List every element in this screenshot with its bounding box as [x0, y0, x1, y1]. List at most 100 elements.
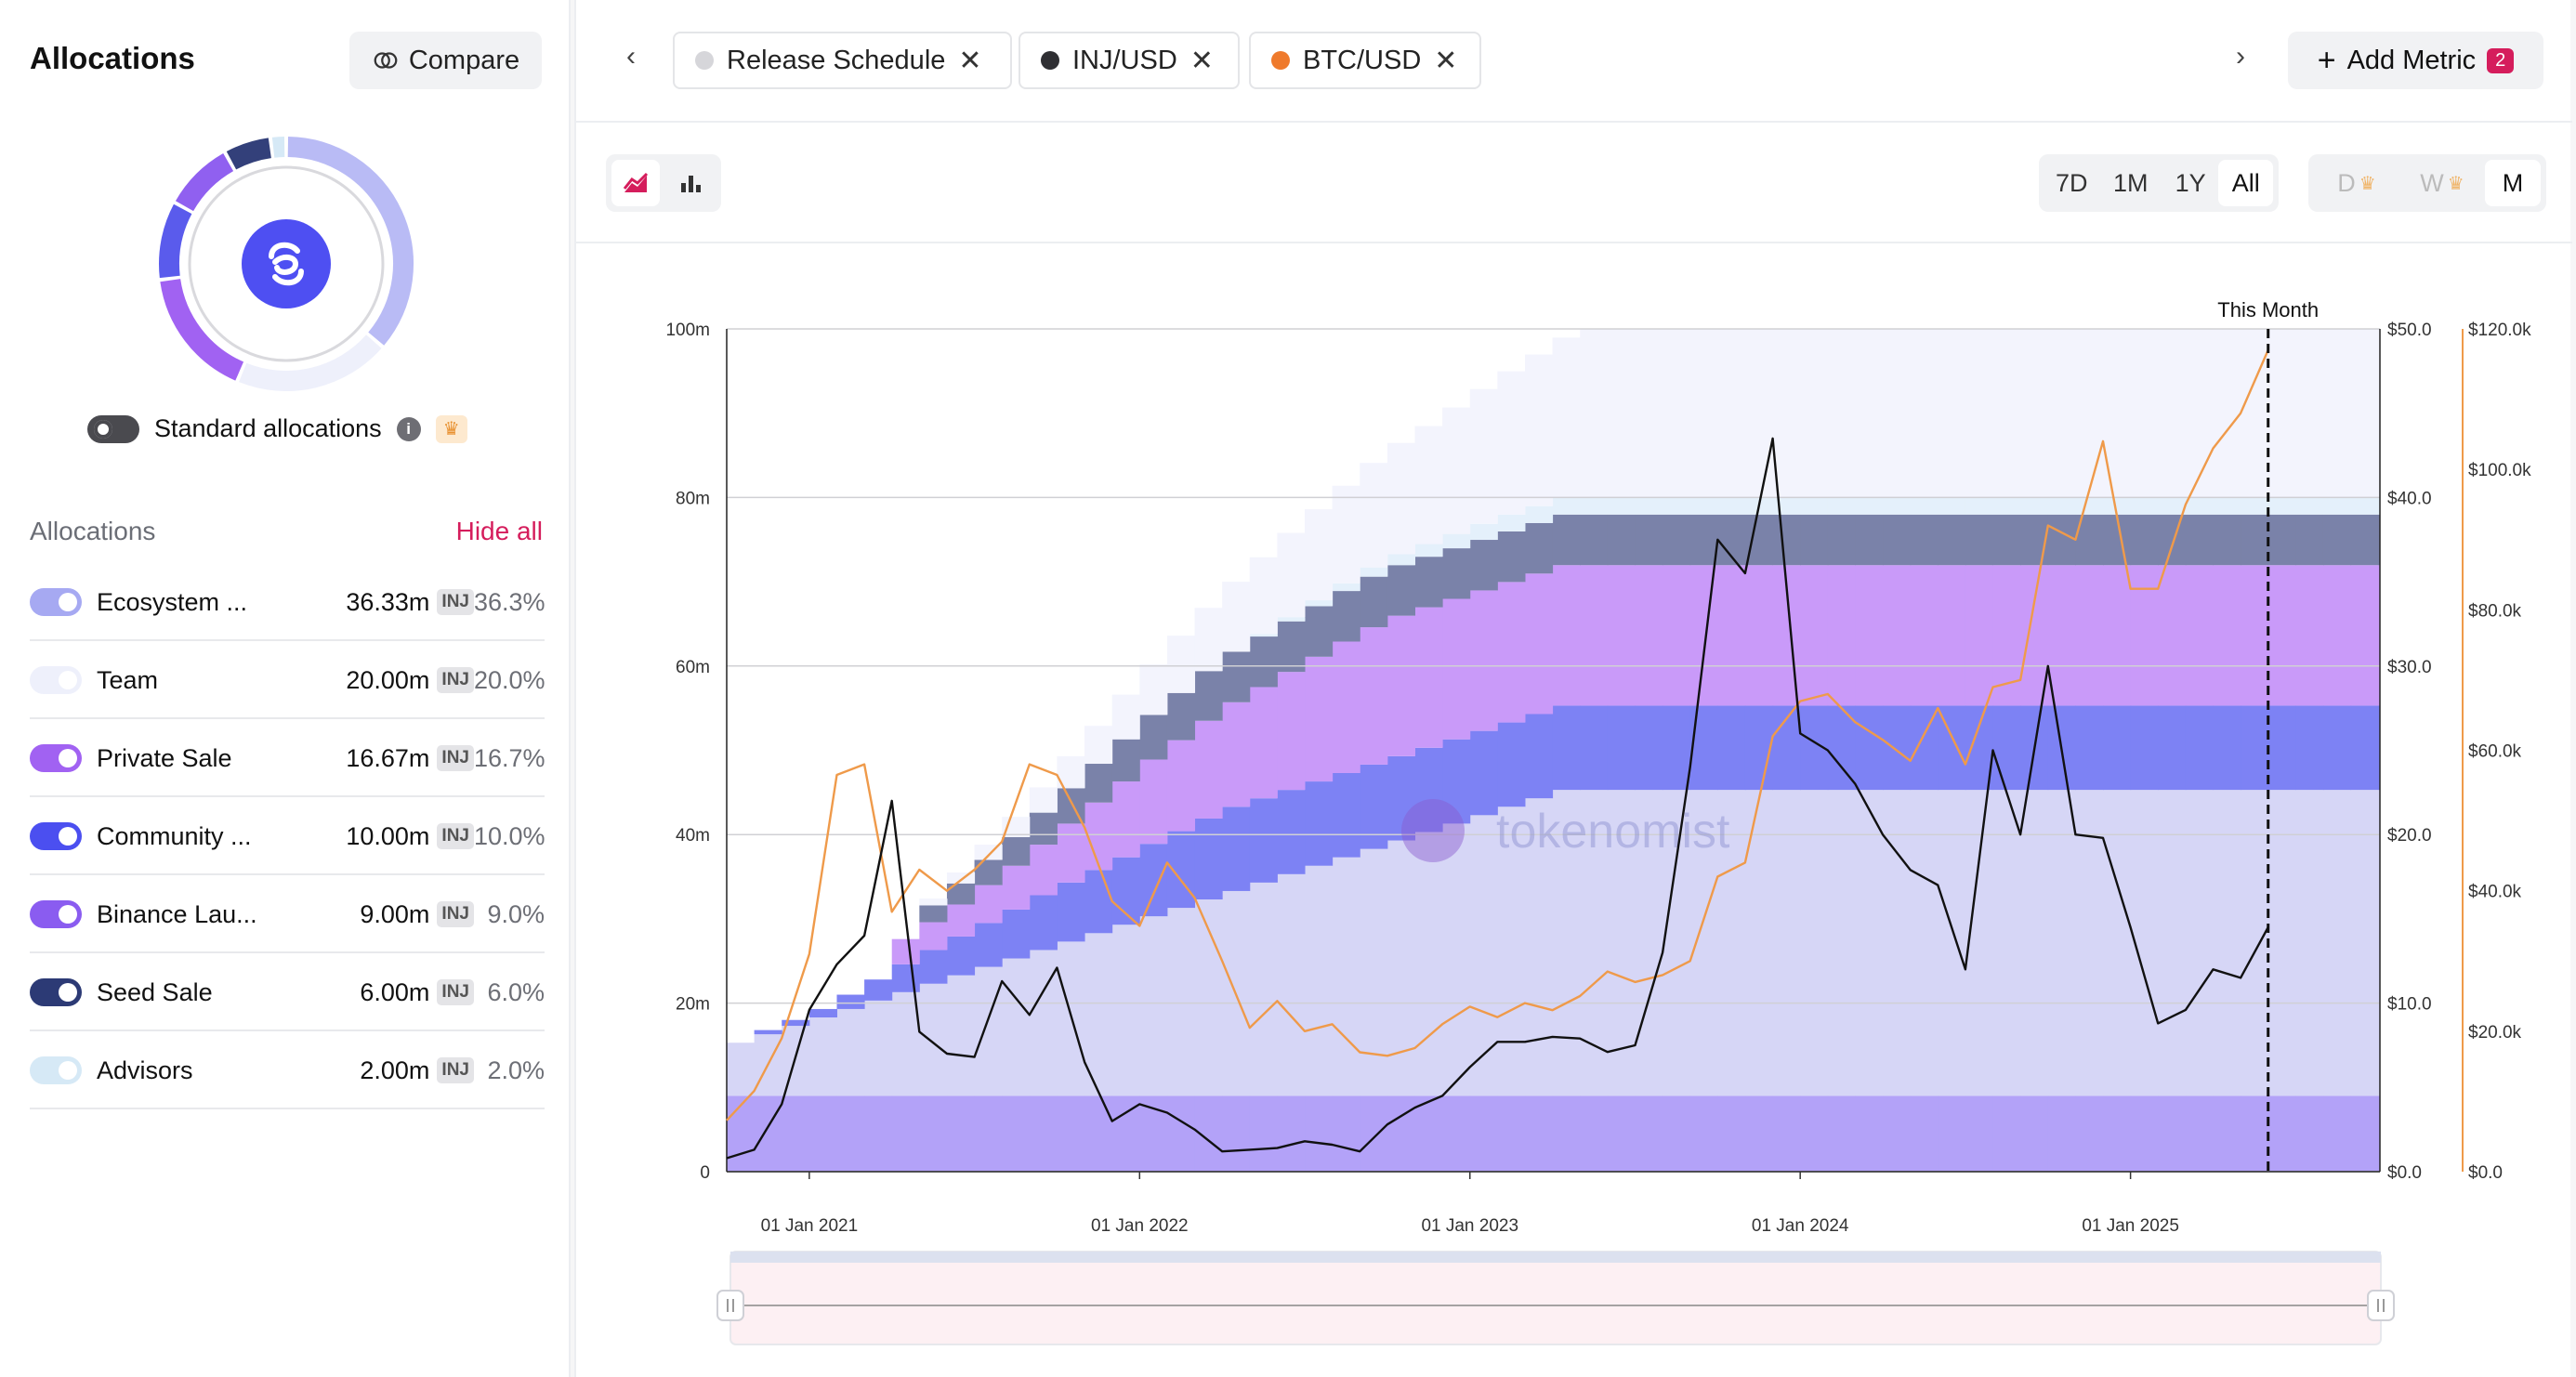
stack-step: [2241, 565, 2269, 706]
stack-step: [1387, 615, 1415, 756]
close-icon[interactable]: ✕: [1434, 45, 1458, 76]
interval-week[interactable]: W ♛: [2399, 160, 2485, 206]
allocation-toggle[interactable]: [30, 666, 82, 694]
allocation-toggle[interactable]: [30, 978, 82, 1006]
stack-step: [1332, 772, 1360, 858]
stack-step: [891, 964, 920, 992]
stack-step: [1938, 565, 1966, 706]
allocation-row-private-sale: Private Sale 16.67m INJ 16.7%: [30, 721, 545, 797]
stack-step: [1360, 1095, 1388, 1172]
stack-step: [1084, 933, 1113, 1096]
stack-step: [2295, 514, 2324, 566]
stack-step: [1002, 958, 1031, 1096]
tab-btc-usd[interactable]: BTC/USD ✕: [1249, 32, 1481, 89]
area-chart-button[interactable]: [611, 160, 660, 206]
stack-step: [864, 979, 893, 1001]
stack-step: [2295, 790, 2324, 1096]
close-icon[interactable]: ✕: [958, 45, 982, 76]
this-month-label: This Month: [2217, 298, 2319, 321]
stack-step: [1689, 790, 1718, 1096]
compare-button[interactable]: Compare: [349, 32, 542, 89]
hide-all-link[interactable]: Hide all: [455, 517, 543, 545]
allocation-toggle[interactable]: [30, 588, 82, 616]
stack-step: [1414, 426, 1443, 544]
stack-step: [2158, 705, 2187, 791]
stack-step: [1992, 790, 2021, 1096]
info-icon[interactable]: i: [396, 416, 421, 441]
stack-step: [1827, 514, 1856, 566]
compare-label: Compare: [408, 45, 520, 75]
stack-step: [1057, 882, 1085, 942]
stack-step: [1387, 840, 1415, 1096]
stack-step: [1883, 497, 1912, 515]
stack-step: [1689, 565, 1718, 706]
stack-step: [1139, 663, 1168, 715]
stack-step: [1992, 705, 2021, 791]
stack-step: [1442, 1095, 1471, 1172]
stack-step: [1883, 329, 1912, 498]
stack-step: [1524, 505, 1554, 523]
close-icon[interactable]: ✕: [1189, 45, 1214, 76]
stack-step: [2075, 1095, 2104, 1172]
allocation-toggle[interactable]: [30, 744, 82, 772]
stack-step: [727, 1095, 756, 1172]
stack-step: [2295, 565, 2324, 706]
stack-step: [2213, 790, 2241, 1096]
allocation-toggle[interactable]: [30, 900, 82, 928]
stack-step: [1965, 329, 1994, 498]
release-chart[interactable]: 0 20m 40m 60m 80m 100m $0.0 $10.0 $20.0 $30.0 $40.…: [576, 243, 2572, 1377]
stack-step: [1965, 514, 1994, 566]
stack-step: [2350, 1095, 2379, 1172]
panel-title: Allocations: [30, 41, 195, 75]
stack-step: [782, 1095, 810, 1172]
stack-step: [1002, 909, 1031, 959]
donut-slice: [287, 137, 414, 346]
stack-step: [1607, 705, 1636, 791]
stack-step: [1194, 720, 1223, 819]
inj-tick-label: $10.0: [2387, 995, 2432, 1015]
stack-step: [1497, 807, 1526, 1096]
stack-step: [1360, 848, 1388, 1096]
stack-step: [1332, 583, 1360, 592]
range-7d[interactable]: 7D: [2056, 168, 2088, 197]
stack-step: [2350, 790, 2379, 1096]
stack-step: [1166, 740, 1196, 832]
tab-release-schedule[interactable]: Release Schedule ✕: [673, 32, 1012, 89]
stack-step: [1497, 1095, 1526, 1172]
stack-step: [2322, 790, 2352, 1096]
allocation-pct: 10.0%: [474, 821, 545, 850]
scroll-left-icon[interactable]: ‹: [626, 41, 636, 72]
stack-step: [946, 872, 976, 884]
interval-month[interactable]: M: [2485, 160, 2541, 206]
range-1m[interactable]: 1M: [2112, 168, 2149, 197]
stack-step: [1938, 790, 1966, 1096]
stack-step: [1249, 634, 1278, 637]
stack-step: [1277, 617, 1306, 622]
standard-allocations-toggle[interactable]: [87, 414, 139, 443]
stack-step: [2267, 1095, 2296, 1172]
range-all[interactable]: All: [2218, 160, 2274, 206]
stack-step: [1552, 705, 1581, 791]
stack-step: [2322, 1095, 2352, 1172]
stack-step: [946, 975, 976, 1096]
left-tick-label: 80m: [676, 489, 710, 508]
allocation-row-seed-sale: Seed Sale 6.00m INJ 6.0%: [30, 955, 545, 1031]
allocation-toggle[interactable]: [30, 1056, 82, 1084]
tab-inj-usd[interactable]: INJ/USD ✕: [1019, 32, 1240, 89]
donut-slice: [239, 334, 382, 391]
scroll-right-icon[interactable]: ›: [2236, 41, 2245, 72]
stack-step: [2130, 565, 2159, 706]
allocation-toggle[interactable]: [30, 822, 82, 850]
bar-chart-button[interactable]: [667, 160, 716, 206]
stack-step: [1910, 329, 1939, 498]
interval-day[interactable]: D ♛: [2314, 160, 2399, 206]
stack-step: [2350, 565, 2379, 706]
stack-step: [2322, 705, 2352, 791]
stack-step: [1360, 576, 1388, 628]
stack-step: [2130, 329, 2159, 498]
add-metric-button[interactable]: + Add Metric 2: [2288, 32, 2543, 89]
stack-step: [2295, 705, 2324, 791]
stack-step: [1002, 1095, 1031, 1172]
stack-step: [1689, 497, 1718, 515]
range-1y[interactable]: 1Y: [2175, 168, 2206, 197]
